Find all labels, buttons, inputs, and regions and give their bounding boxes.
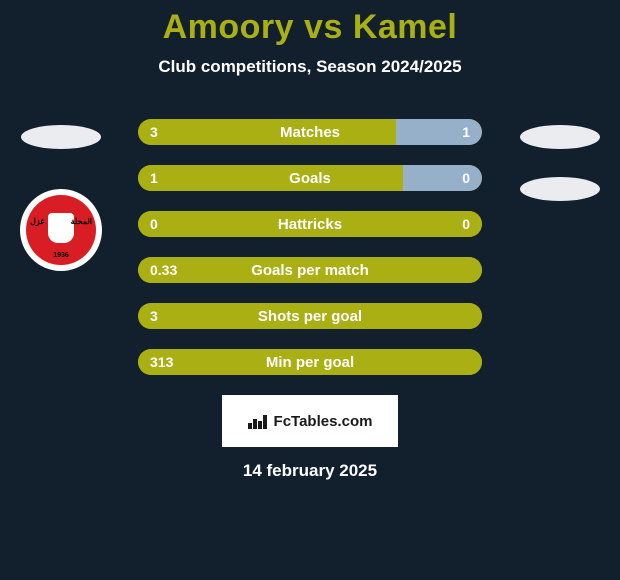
player-left-name: Amoory bbox=[163, 8, 294, 46]
stat-row: 00Hattricks bbox=[138, 211, 482, 237]
stat-label: Goals bbox=[138, 170, 482, 187]
stat-label: Matches bbox=[138, 124, 482, 141]
stat-row: 313Min per goal bbox=[138, 349, 482, 375]
stat-label: Shots per goal bbox=[138, 308, 482, 325]
left-logo-column: غزل المحلة 1936 bbox=[20, 125, 102, 271]
brand-chart-icon bbox=[248, 413, 268, 429]
stat-row: 10Goals bbox=[138, 165, 482, 191]
stat-row: 3Shots per goal bbox=[138, 303, 482, 329]
page-title: Amoory vs Kamel bbox=[0, 0, 620, 47]
country-flag-placeholder-left bbox=[21, 125, 101, 149]
stat-label: Hattricks bbox=[138, 216, 482, 233]
country-flag-placeholder-right bbox=[520, 125, 600, 149]
club-badge-placeholder-right bbox=[520, 177, 600, 201]
subtitle: Club competitions, Season 2024/2025 bbox=[0, 57, 620, 77]
right-logo-column bbox=[520, 125, 600, 201]
stat-label: Goals per match bbox=[138, 262, 482, 279]
comparison-card: Amoory vs Kamel Club competitions, Seaso… bbox=[0, 0, 620, 580]
brand-text: FcTables.com bbox=[274, 413, 373, 430]
player-right-name: Kamel bbox=[353, 8, 458, 46]
club-badge-inner: غزل المحلة 1936 bbox=[26, 195, 96, 265]
date-label: 14 february 2025 bbox=[0, 461, 620, 481]
club-text-right: المحلة bbox=[71, 217, 92, 226]
club-year: 1936 bbox=[53, 252, 69, 259]
stat-row: 31Matches bbox=[138, 119, 482, 145]
stat-row: 0.33Goals per match bbox=[138, 257, 482, 283]
club-text-left: غزل bbox=[30, 217, 44, 226]
vs-separator: vs bbox=[304, 8, 343, 46]
brand-badge: FcTables.com bbox=[222, 395, 398, 447]
stat-label: Min per goal bbox=[138, 354, 482, 371]
club-badge-left: غزل المحلة 1936 bbox=[20, 189, 102, 271]
